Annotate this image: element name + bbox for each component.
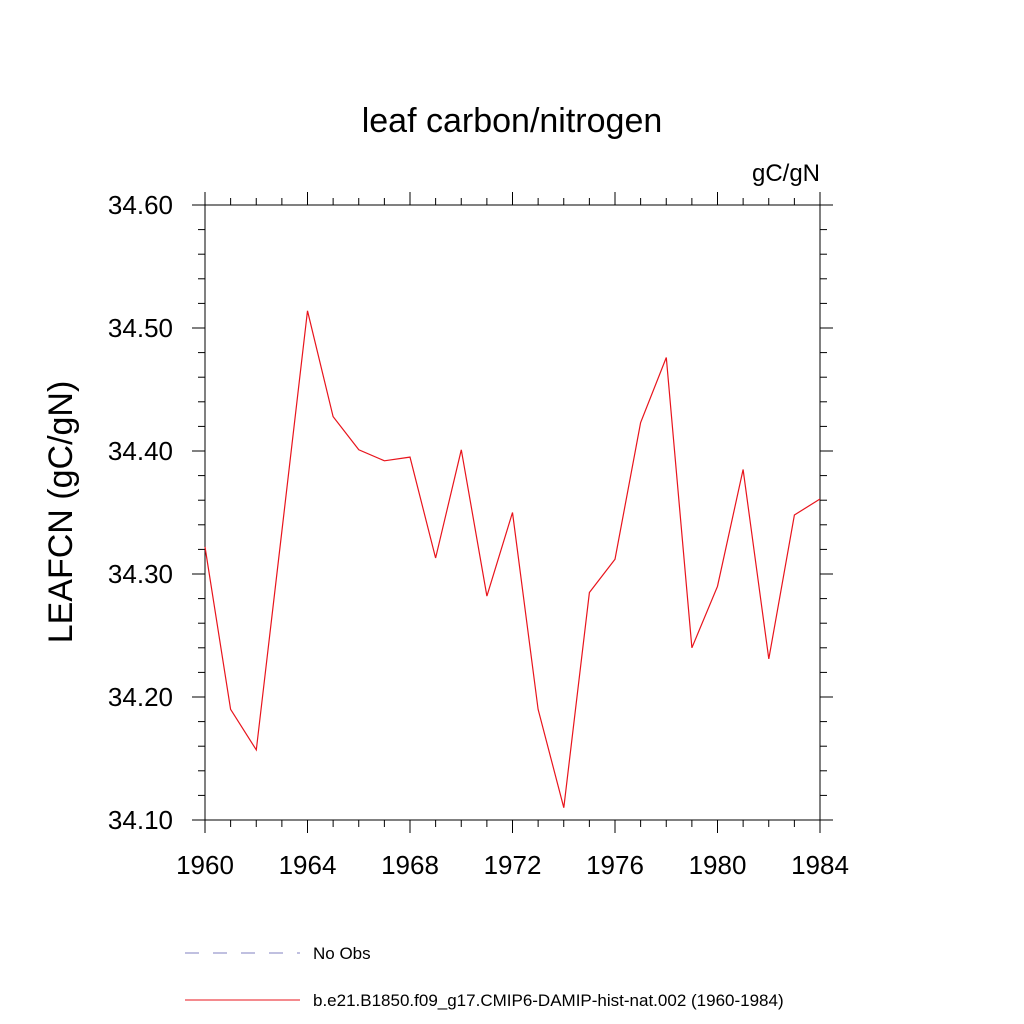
y-ticks: 34.10 34.20 34.30 34.40 34.50 34.60 xyxy=(108,190,833,835)
x-ticks: 1960 1964 1968 1972 1976 1980 1984 xyxy=(176,192,849,880)
units-label: gC/gN xyxy=(752,160,820,187)
x-tick-label: 1968 xyxy=(381,850,439,880)
x-tick-label: 1984 xyxy=(791,850,849,880)
y-tick-label: 34.20 xyxy=(108,682,173,712)
series-line-1 xyxy=(204,310,821,808)
y-tick-label: 34.10 xyxy=(108,805,173,835)
y-tick-label: 34.60 xyxy=(108,190,173,220)
legend-label-0: No Obs xyxy=(313,944,371,963)
y-axis-label: LEAFCN (gC/gN) xyxy=(42,381,80,644)
x-tick-label: 1976 xyxy=(586,850,644,880)
legend: No Obs b.e21.B1850.f09_g17.CMIP6-DAMIP-hi… xyxy=(185,944,784,1010)
x-tick-label: 1972 xyxy=(484,850,542,880)
y-tick-label: 34.30 xyxy=(108,559,173,589)
legend-label-1: b.e21.B1850.f09_g17.CMIP6-DAMIP-hist-nat… xyxy=(313,991,784,1010)
chart-title: leaf carbon/nitrogen xyxy=(362,102,663,140)
x-tick-label: 1960 xyxy=(176,850,234,880)
y-tick-label: 34.40 xyxy=(108,436,173,466)
x-tick-label: 1964 xyxy=(279,850,337,880)
series-lines xyxy=(204,310,821,808)
x-tick-label: 1980 xyxy=(689,850,747,880)
y-tick-label: 34.50 xyxy=(108,313,173,343)
